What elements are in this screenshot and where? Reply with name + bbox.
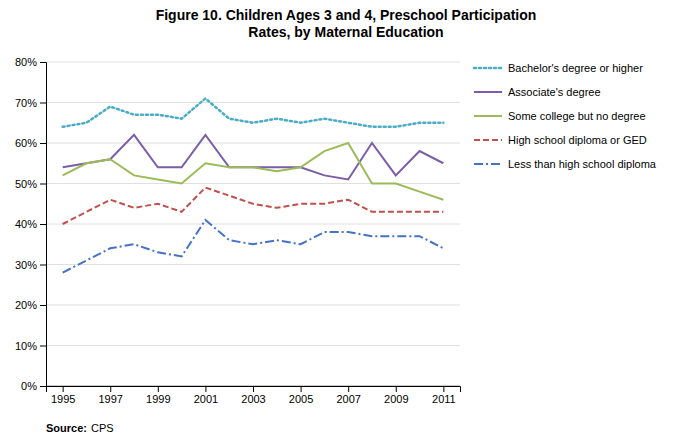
tick-label: 1997 <box>98 393 122 405</box>
series-line <box>63 98 444 126</box>
title-line: Figure 10. Children Ages 3 and 4, Presch… <box>156 7 537 23</box>
legend-item: Bachelor's degree or higher <box>474 62 643 74</box>
tick-label: 2001 <box>194 393 218 405</box>
legend-label: Less than high school diploma <box>508 158 657 170</box>
legend-swatch <box>474 139 502 141</box>
grid <box>46 62 460 386</box>
legend-item: Some college but no degree <box>474 110 646 122</box>
legend-item: High school diploma or GED <box>474 134 647 146</box>
legend-label: Associate's degree <box>508 86 601 98</box>
tick-mark <box>158 386 159 392</box>
tick: 20% <box>15 299 46 311</box>
tick: 40% <box>15 218 46 230</box>
tick: 2001 <box>194 386 218 405</box>
grid-line <box>46 102 460 103</box>
annotation: Source: CPS <box>46 422 114 434</box>
tick: 2005 <box>289 386 313 405</box>
series-line <box>63 135 444 180</box>
tick-label: 2005 <box>289 393 313 405</box>
tick-mark <box>40 184 46 185</box>
tick-mark <box>40 103 46 104</box>
legend-swatch <box>474 67 502 70</box>
tick-label: 2003 <box>241 393 265 405</box>
tick: 1997 <box>98 386 122 405</box>
legend: Bachelor's degree or higher Associate's d… <box>474 62 657 170</box>
tick-mark <box>110 386 111 392</box>
legend-label: High school diploma or GED <box>508 134 647 146</box>
annotation-text: Source: <box>46 422 87 434</box>
tick-label: 1995 <box>51 393 75 405</box>
tick-label: 20% <box>15 299 37 311</box>
grid-line <box>46 62 460 63</box>
tick-mark <box>40 62 46 63</box>
y-axis: 0% 10% 20% 30% 40% 50% 60% 70% 80% <box>15 56 47 392</box>
chart: Figure 10. Children Ages 3 and 4, Presch… <box>0 0 692 444</box>
tick-mark <box>348 386 349 392</box>
lines <box>63 98 444 272</box>
tick-label: 2011 <box>432 393 456 405</box>
x-axis: 1995 1997 1999 2001 2003 2005 2007 2009 2011 <box>47 386 461 405</box>
grid-line <box>46 143 460 144</box>
tick: 80% <box>15 56 46 68</box>
tick-mark <box>63 386 64 392</box>
legend-swatch <box>474 115 502 117</box>
title-line: Rates, by Maternal Education <box>248 24 443 40</box>
tick: 2003 <box>241 386 265 405</box>
axis-line <box>47 387 461 393</box>
tick-mark <box>205 386 206 392</box>
tick-mark <box>253 386 254 392</box>
tick: 0% <box>21 380 46 392</box>
tick-label: 2007 <box>336 393 360 405</box>
grid-line <box>46 264 460 265</box>
tick-mark <box>40 386 46 387</box>
legend-swatch <box>474 163 502 165</box>
grid-line <box>46 224 460 225</box>
tick: 70% <box>15 97 46 109</box>
tick-mark <box>40 346 46 347</box>
tick: 60% <box>15 137 46 149</box>
tick: 10% <box>15 340 46 352</box>
tick: 1999 <box>146 386 170 405</box>
legend-label: Bachelor's degree or higher <box>508 62 643 74</box>
series-line <box>63 143 444 200</box>
tick: 1995 <box>51 386 75 405</box>
tick-mark <box>396 386 397 392</box>
tick: 2011 <box>432 386 456 405</box>
tick-mark <box>40 265 46 266</box>
tick-mark <box>40 305 46 306</box>
title: Figure 10. Children Ages 3 and 4, Presch… <box>156 7 537 40</box>
tick-label: 10% <box>15 340 37 352</box>
tick: 2009 <box>384 386 408 405</box>
axis-line <box>40 63 47 387</box>
tick-mark <box>301 386 302 392</box>
tick-label: 60% <box>15 137 37 149</box>
tick-label: 30% <box>15 259 37 271</box>
grid-line <box>46 305 460 306</box>
tick: 2007 <box>336 386 360 405</box>
tick-label: 2009 <box>384 393 408 405</box>
grid-line <box>46 345 460 346</box>
legend-item: Less than high school diploma <box>474 158 657 170</box>
legend-label: Some college but no degree <box>508 110 646 122</box>
annotation-text: CPS <box>91 422 114 434</box>
tick-label: 70% <box>15 97 37 109</box>
plot: 1995 1997 1999 2001 2003 2005 2007 2009 2011 0% 10… <box>15 56 461 405</box>
legend-swatch <box>474 91 502 93</box>
tick: 30% <box>15 259 46 271</box>
tick: 50% <box>15 178 46 190</box>
tick-label: 80% <box>15 56 37 68</box>
legend-item: Associate's degree <box>474 86 601 98</box>
tick-label: 0% <box>21 380 37 392</box>
tick-mark <box>443 386 444 392</box>
tick-mark <box>40 143 46 144</box>
series-line <box>63 188 444 224</box>
series-line <box>63 220 444 273</box>
tick-label: 50% <box>15 178 37 190</box>
tick-label: 1999 <box>146 393 170 405</box>
tick-mark <box>40 224 46 225</box>
tick-label: 40% <box>15 218 37 230</box>
